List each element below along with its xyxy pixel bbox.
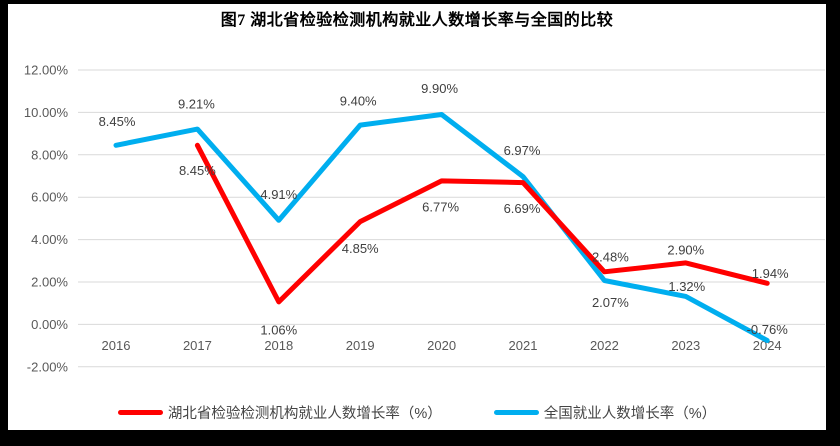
data-label-national: 6.97% xyxy=(504,143,541,158)
legend-swatch-hubei-icon xyxy=(117,410,163,415)
legend-label-hubei: 湖北省检验检测机构就业人数增长率（%） xyxy=(167,406,442,422)
legend-item-hubei: 湖北省检验检测机构就业人数增长率（%） xyxy=(117,402,442,423)
line-chart: 12.00% 10.00% 8.00% 6.00% 4.00% 2.00% 0.00% -2.… xyxy=(24,63,825,374)
legend-label-national: 全国就业人数增长率（%） xyxy=(543,406,717,422)
data-label-hubei: 2.48% xyxy=(592,249,629,264)
y-axis-tick-label: 6.00% xyxy=(31,190,68,205)
x-axis-tick-label: 2016 xyxy=(102,338,131,353)
y-axis-tick-label: 4.00% xyxy=(31,232,68,247)
legend-swatch-national-icon xyxy=(493,410,539,415)
chart-canvas: 图7 湖北省检验检测机构就业人数增长率与全国的比较 12.00% 10.00% 8.… xyxy=(8,4,826,430)
chart-title: 图7 湖北省检验检测机构就业人数增长率与全国的比较 xyxy=(220,12,614,29)
data-label-national: 9.21% xyxy=(178,97,215,112)
x-axis-tick-label: 2024 xyxy=(753,338,782,353)
x-axis-tick-label: 2018 xyxy=(264,338,293,353)
data-label-national: 9.90% xyxy=(421,81,458,96)
data-label-national: -0.76% xyxy=(747,322,789,337)
data-label-national: 1.32% xyxy=(668,279,705,294)
data-label-hubei: 8.45% xyxy=(179,163,216,178)
data-label-hubei: 1.06% xyxy=(260,322,297,337)
data-label-hubei: 6.69% xyxy=(504,201,541,216)
data-label-national: 4.91% xyxy=(260,187,297,202)
x-axis-tick-label: 2023 xyxy=(671,338,700,353)
data-label-national: 8.45% xyxy=(99,114,136,129)
x-axis-tick-label: 2021 xyxy=(509,338,538,353)
series-line-national xyxy=(113,112,770,343)
y-axis-tick-label: 2.00% xyxy=(31,275,68,290)
y-axis-tick-label: 8.00% xyxy=(31,147,68,162)
y-axis-tick-label: -2.00% xyxy=(27,359,69,374)
x-axis-tick-label: 2019 xyxy=(346,338,375,353)
legend-item-national: 全国就业人数增长率（%） xyxy=(493,402,717,423)
chart-legend: 湖北省检验检测机构就业人数增长率（%） 全国就业人数增长率（%） xyxy=(8,402,826,423)
x-axis-tick-label: 2017 xyxy=(183,338,212,353)
data-label-hubei: 4.85% xyxy=(342,241,379,256)
data-label-hubei: 6.77% xyxy=(422,199,459,214)
data-label-national: 2.07% xyxy=(592,295,629,310)
y-axis-tick-label: 0.00% xyxy=(31,317,68,332)
y-axis-tick-label: 12.00% xyxy=(24,63,69,78)
data-label-hubei: 2.90% xyxy=(667,242,704,257)
y-axis-tick-label: 10.00% xyxy=(24,105,69,120)
series-line-hubei xyxy=(194,142,770,305)
data-label-national: 9.40% xyxy=(340,94,377,109)
x-axis-tick-label: 2022 xyxy=(590,338,619,353)
data-label-hubei: 1.94% xyxy=(752,266,789,281)
x-axis-tick-label: 2020 xyxy=(427,338,456,353)
